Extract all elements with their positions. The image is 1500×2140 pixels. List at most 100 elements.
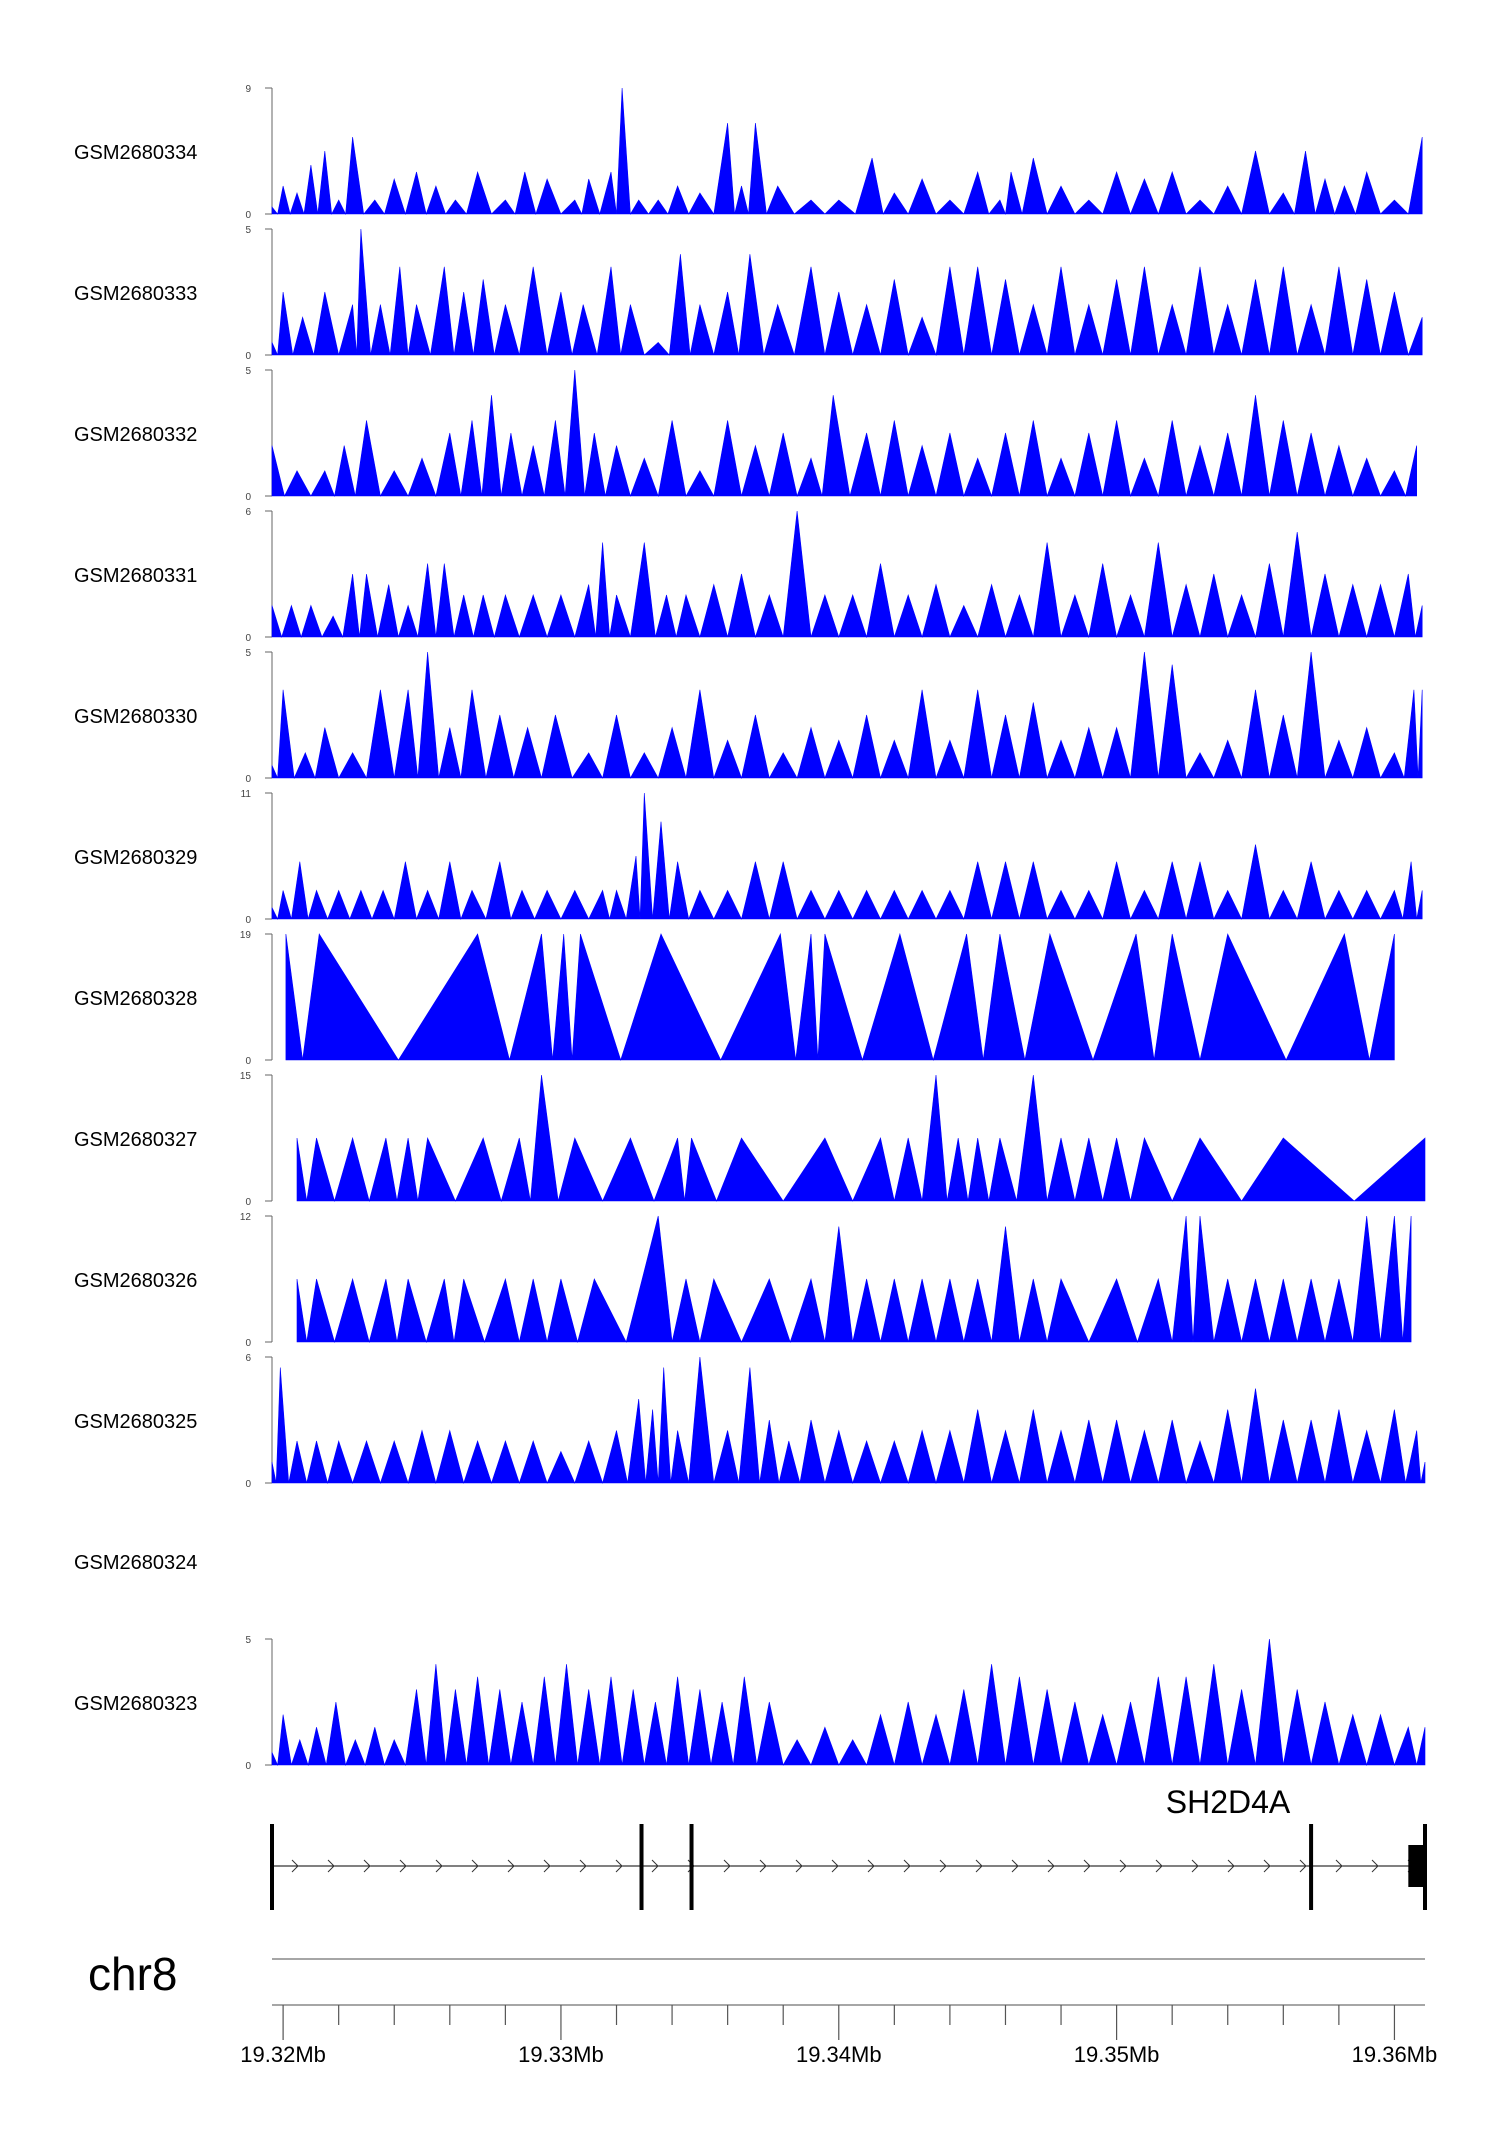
track-label: GSM2680328: [74, 988, 197, 1010]
strand-arrow: [1047, 1859, 1055, 1873]
strand-arrow: [939, 1859, 947, 1873]
coverage-area: [271, 510, 1423, 639]
strand-arrow: [1119, 1859, 1127, 1873]
strand-arrow: [579, 1859, 587, 1873]
y-tick-label: 0: [245, 1338, 251, 1349]
y-tick-label: 0: [245, 1479, 251, 1490]
y-tick-label: 5: [245, 225, 251, 236]
strand-arrow: [723, 1859, 731, 1873]
exon: [639, 1824, 644, 1910]
coverage-area: [271, 369, 1417, 498]
y-tick-label: 15: [240, 1071, 252, 1082]
y-tick-label: 0: [245, 492, 251, 503]
track-GSM2680325: GSM2680325 6 0: [74, 1353, 1426, 1490]
coverage-area: [271, 1638, 1426, 1767]
exon: [1408, 1845, 1425, 1887]
strand-arrow: [795, 1859, 803, 1873]
track-label: GSM2680324: [74, 1552, 197, 1574]
strand-arrow: [975, 1859, 983, 1873]
track-label: GSM2680327: [74, 1129, 197, 1151]
track-GSM2680331: GSM2680331 6 0: [74, 507, 1423, 644]
coverage-area: [271, 228, 1423, 357]
coverage-area: [271, 651, 1423, 780]
y-tick-label: 5: [245, 648, 251, 659]
x-tick-label: 19.33Mb: [518, 2042, 604, 2067]
track-GSM2680334: GSM2680334 9 0: [74, 84, 1423, 221]
strand-arrow: [327, 1859, 335, 1873]
strand-arrow: [1335, 1859, 1343, 1873]
strand-arrow: [831, 1859, 839, 1873]
x-tick-label: 19.34Mb: [796, 2042, 882, 2067]
strand-arrow: [867, 1859, 875, 1873]
y-tick-label: 0: [245, 915, 251, 926]
y-tick-label: 0: [245, 774, 251, 785]
y-tick-label: 0: [245, 210, 251, 221]
y-tick-label: 0: [245, 1761, 251, 1772]
strand-arrow: [291, 1859, 299, 1873]
exon: [689, 1824, 694, 1910]
gene-strand-arrows: [291, 1859, 1415, 1873]
y-tick-label: 0: [245, 1197, 251, 1208]
chromosome-label: chr8: [88, 1948, 177, 2000]
exon: [1423, 1824, 1427, 1910]
strand-arrow: [1227, 1859, 1235, 1873]
x-tick-label: 19.32Mb: [240, 2042, 326, 2067]
coverage-area: [271, 87, 1423, 216]
track-label: GSM2680333: [74, 283, 197, 305]
axis-ticks: 19.32Mb 19.33Mb 19.34Mb 19.35Mb 19.36Mb: [240, 2005, 1437, 2067]
y-tick-label: 5: [245, 1635, 251, 1646]
strand-arrow: [435, 1859, 443, 1873]
y-tick-label: 5: [245, 366, 251, 377]
track-label: GSM2680329: [74, 847, 197, 869]
y-tick-label: 6: [245, 507, 251, 518]
genome-axis: chr8 19.32Mb 19.33Mb 19.34Mb 19.35Mb 19.36Mb: [88, 1948, 1437, 2067]
gene-label: SH2D4A: [1166, 1784, 1291, 1820]
track-label: GSM2680331: [74, 565, 197, 587]
exon: [1309, 1824, 1314, 1910]
strand-arrow: [507, 1859, 515, 1873]
y-tick-label: 0: [245, 351, 251, 362]
y-tick-label: 19: [240, 930, 252, 941]
data-tracks: GSM268033490GSM268033350GSM268033250GSM2…: [74, 84, 1426, 1772]
strand-arrow: [1371, 1859, 1379, 1873]
track-GSM2680328: GSM2680328 19 0: [74, 930, 1395, 1067]
strand-arrow: [399, 1859, 407, 1873]
track-label: GSM2680326: [74, 1270, 197, 1292]
track-GSM2680329: GSM2680329 11 0: [74, 789, 1423, 926]
y-tick-label: 6: [245, 1353, 251, 1364]
strand-arrow: [1191, 1859, 1199, 1873]
strand-arrow: [759, 1859, 767, 1873]
gene-exons: [270, 1824, 1427, 1910]
track-GSM2680330: GSM2680330 5 0: [74, 648, 1423, 785]
strand-arrow: [651, 1859, 659, 1873]
y-tick-label: 12: [240, 1212, 252, 1223]
gene-track: SH2D4A: [270, 1784, 1427, 1910]
coverage-area: [296, 1215, 1412, 1344]
track-GSM2680332: GSM2680332 5 0: [74, 366, 1417, 503]
y-tick-label: 9: [245, 84, 251, 95]
y-tick-label: 0: [245, 633, 251, 644]
strand-arrow: [1263, 1859, 1271, 1873]
strand-arrow: [1155, 1859, 1163, 1873]
strand-arrow: [1299, 1859, 1307, 1873]
x-tick-label: 19.35Mb: [1074, 2042, 1160, 2067]
coverage-area: [271, 792, 1423, 921]
y-tick-label: 0: [245, 1056, 251, 1067]
coverage-area: [296, 1074, 1426, 1203]
track-label: GSM2680334: [74, 142, 197, 164]
x-tick-label: 19.36Mb: [1352, 2042, 1438, 2067]
strand-arrow: [1083, 1859, 1091, 1873]
y-tick-label: 11: [241, 789, 252, 800]
strand-arrow: [615, 1859, 623, 1873]
exon: [270, 1824, 274, 1910]
track-GSM2680333: GSM2680333 5 0: [74, 225, 1423, 362]
track-GSM2680323: GSM2680323 5 0: [74, 1635, 1426, 1772]
coverage-area: [271, 1356, 1426, 1485]
coverage-area: [285, 932, 1395, 1062]
track-GSM2680324: GSM2680324: [74, 1552, 197, 1574]
strand-arrow: [363, 1859, 371, 1873]
strand-arrow: [543, 1859, 551, 1873]
strand-arrow: [1011, 1859, 1019, 1873]
track-GSM2680326: GSM2680326 12 0: [74, 1212, 1412, 1349]
